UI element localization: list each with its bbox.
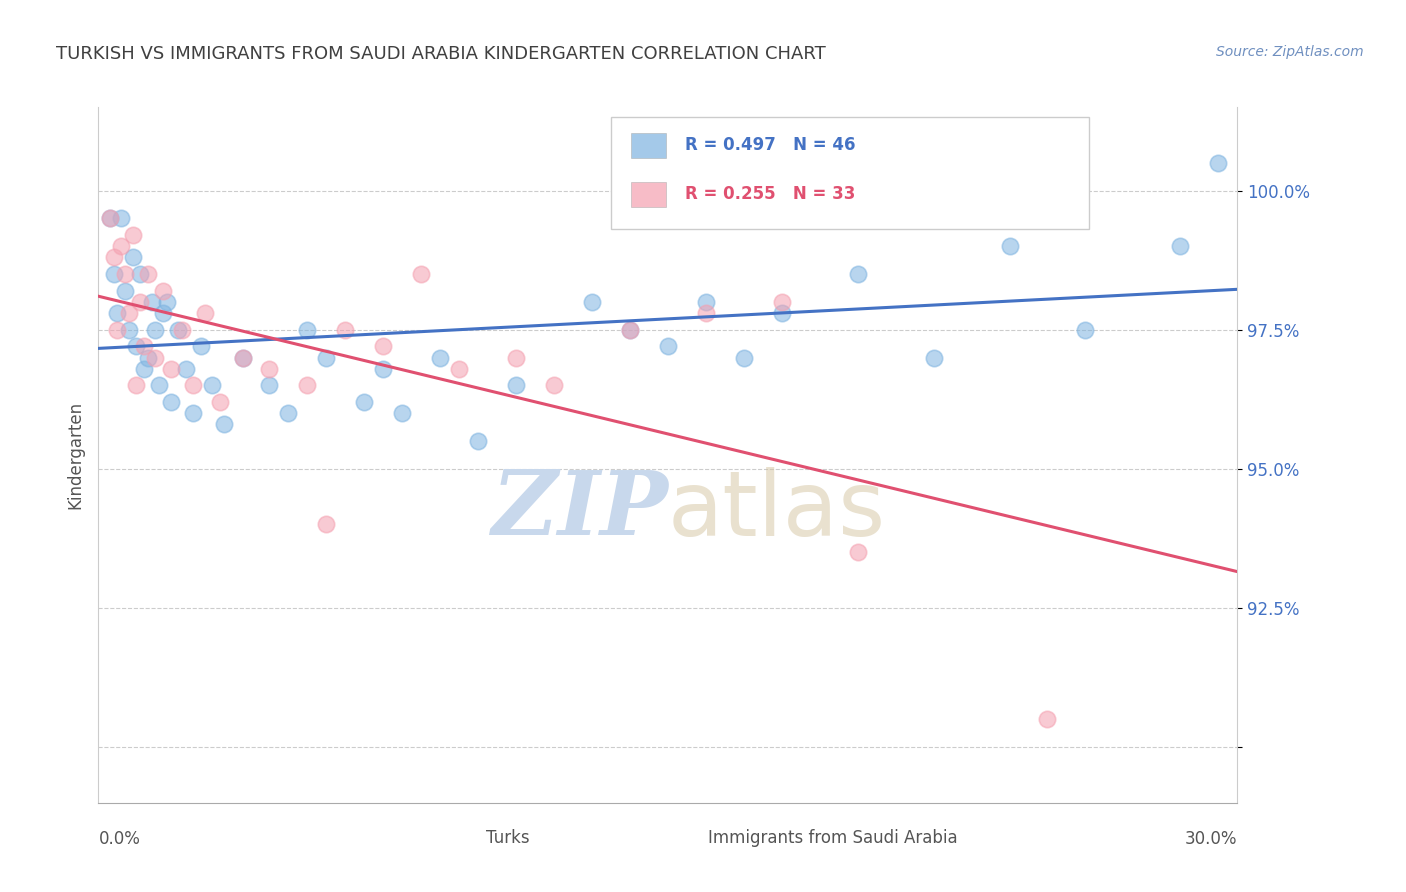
Point bbox=[505, 378, 527, 392]
Point bbox=[183, 406, 205, 420]
Text: R = 0.497   N = 46: R = 0.497 N = 46 bbox=[685, 136, 855, 154]
Point bbox=[98, 211, 121, 226]
Point bbox=[132, 361, 155, 376]
Point bbox=[1036, 712, 1059, 726]
Point bbox=[429, 351, 451, 365]
Point bbox=[1074, 323, 1097, 337]
Point bbox=[335, 323, 357, 337]
Point bbox=[103, 267, 125, 281]
Text: R = 0.255   N = 33: R = 0.255 N = 33 bbox=[685, 185, 855, 203]
Text: 0.0%: 0.0% bbox=[98, 830, 141, 847]
Point bbox=[136, 351, 159, 365]
Point bbox=[998, 239, 1021, 253]
Point bbox=[411, 267, 433, 281]
FancyBboxPatch shape bbox=[668, 830, 696, 847]
Text: Immigrants from Saudi Arabia: Immigrants from Saudi Arabia bbox=[707, 830, 957, 847]
Point bbox=[371, 339, 394, 353]
Point bbox=[232, 351, 254, 365]
Point bbox=[110, 239, 132, 253]
Point bbox=[201, 378, 224, 392]
Point bbox=[129, 294, 152, 309]
FancyBboxPatch shape bbox=[631, 134, 665, 158]
Y-axis label: Kindergarten: Kindergarten bbox=[66, 401, 84, 509]
Point bbox=[447, 361, 470, 376]
Point bbox=[118, 323, 141, 337]
Point bbox=[159, 361, 181, 376]
Point bbox=[107, 323, 129, 337]
Point bbox=[1170, 239, 1192, 253]
Text: 30.0%: 30.0% bbox=[1185, 830, 1237, 847]
Point bbox=[174, 361, 197, 376]
Point bbox=[132, 339, 155, 353]
Point bbox=[315, 517, 337, 532]
Point bbox=[145, 351, 167, 365]
Point bbox=[148, 378, 170, 392]
Point bbox=[259, 361, 281, 376]
Point bbox=[125, 378, 148, 392]
Point bbox=[467, 434, 489, 448]
Point bbox=[695, 306, 717, 320]
Point bbox=[98, 211, 121, 226]
Point bbox=[152, 306, 174, 320]
Point bbox=[212, 417, 235, 432]
Text: Source: ZipAtlas.com: Source: ZipAtlas.com bbox=[1216, 45, 1364, 59]
Point bbox=[118, 306, 141, 320]
Point bbox=[152, 284, 174, 298]
Text: Turks: Turks bbox=[485, 830, 529, 847]
Point bbox=[315, 351, 337, 365]
Point bbox=[114, 267, 136, 281]
Point bbox=[581, 294, 603, 309]
Point bbox=[505, 351, 527, 365]
Point bbox=[208, 395, 231, 409]
Text: ZIP: ZIP bbox=[492, 467, 668, 554]
Point bbox=[167, 323, 190, 337]
Point bbox=[770, 294, 793, 309]
Point bbox=[232, 351, 254, 365]
Point bbox=[145, 323, 167, 337]
Point bbox=[543, 378, 565, 392]
FancyBboxPatch shape bbox=[612, 118, 1090, 229]
FancyBboxPatch shape bbox=[631, 182, 665, 207]
Point bbox=[141, 294, 163, 309]
Point bbox=[121, 228, 143, 243]
Point bbox=[190, 339, 212, 353]
Point bbox=[353, 395, 375, 409]
Point bbox=[194, 306, 217, 320]
Point bbox=[371, 361, 394, 376]
Point bbox=[846, 545, 869, 559]
Point bbox=[107, 306, 129, 320]
Point bbox=[183, 378, 205, 392]
Text: TURKISH VS IMMIGRANTS FROM SAUDI ARABIA KINDERGARTEN CORRELATION CHART: TURKISH VS IMMIGRANTS FROM SAUDI ARABIA … bbox=[56, 45, 825, 62]
Point bbox=[657, 339, 679, 353]
Point bbox=[136, 267, 159, 281]
Point bbox=[159, 395, 181, 409]
Point bbox=[121, 250, 143, 264]
Point bbox=[846, 267, 869, 281]
Point bbox=[391, 406, 413, 420]
Point bbox=[619, 323, 641, 337]
Point bbox=[695, 294, 717, 309]
Point bbox=[297, 323, 319, 337]
Point bbox=[733, 351, 755, 365]
Point bbox=[259, 378, 281, 392]
Text: atlas: atlas bbox=[668, 467, 886, 555]
FancyBboxPatch shape bbox=[446, 830, 474, 847]
Point bbox=[277, 406, 299, 420]
Point bbox=[619, 323, 641, 337]
Point bbox=[156, 294, 179, 309]
Point bbox=[129, 267, 152, 281]
Point bbox=[170, 323, 193, 337]
Point bbox=[114, 284, 136, 298]
Point bbox=[103, 250, 125, 264]
Point bbox=[125, 339, 148, 353]
Point bbox=[110, 211, 132, 226]
Point bbox=[770, 306, 793, 320]
Point bbox=[922, 351, 945, 365]
Point bbox=[1208, 155, 1230, 169]
Point bbox=[297, 378, 319, 392]
